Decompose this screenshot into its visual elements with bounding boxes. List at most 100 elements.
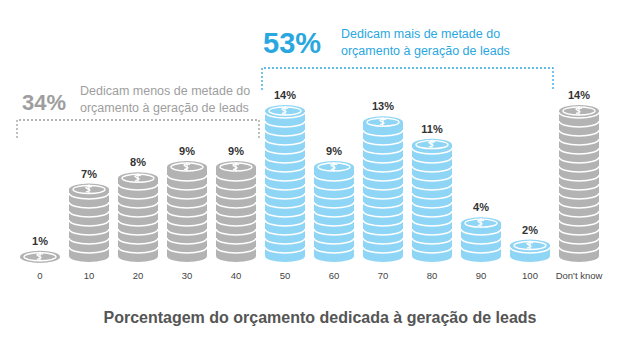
- coin-edge: [216, 193, 256, 199]
- dollar-icon: [233, 162, 239, 172]
- coin-edge: [167, 229, 207, 235]
- dollar-icon: [282, 106, 288, 116]
- coin-edge: [363, 247, 403, 253]
- coin-edge: [559, 148, 599, 154]
- coin-top: [265, 105, 305, 117]
- coin-edge: [265, 247, 305, 253]
- group-percent: 53%: [263, 27, 321, 59]
- stack-body: [265, 111, 305, 262]
- coin-edge: [118, 247, 158, 253]
- coin-edge: [363, 175, 403, 181]
- coin-edge: [314, 220, 354, 226]
- coin-rim: [367, 118, 399, 126]
- coin-edge: [69, 238, 109, 244]
- data-label: 8%: [130, 156, 146, 168]
- coin-edge: [216, 247, 256, 253]
- data-label: 14%: [274, 89, 296, 101]
- coin-stack: [167, 161, 207, 262]
- coin-edge: [216, 220, 256, 226]
- coin-edge: [216, 175, 256, 181]
- coin-edge: [314, 202, 354, 208]
- dollar-icon: [576, 106, 582, 116]
- chart-svg: 1%7%8%9%9%14%9%13%11%4%2%14%010203040506…: [0, 0, 641, 350]
- coin-edge: [314, 238, 354, 244]
- coin-edge: [265, 157, 305, 163]
- group-percent: 34%: [22, 90, 66, 115]
- stack-body: [412, 145, 452, 262]
- coin-edge: [559, 220, 599, 226]
- coin-edge: [559, 202, 599, 208]
- coin-edge: [363, 202, 403, 208]
- chart-title: Porcentagem do orçamento dedicada à gera…: [103, 309, 536, 326]
- chart-container: 1%7%8%9%9%14%9%13%11%4%2%14%010203040506…: [0, 0, 641, 350]
- stack-body: [216, 167, 256, 262]
- coin-top: [510, 240, 550, 252]
- coin-rim: [416, 141, 448, 149]
- coin-edge: [265, 184, 305, 190]
- coin-rim: [73, 186, 105, 194]
- coin-rim: [220, 163, 252, 171]
- coin-edge: [167, 247, 207, 253]
- coin-edge: [69, 229, 109, 235]
- coin-edge: [559, 175, 599, 181]
- x-tick-label: 100: [522, 270, 538, 281]
- data-label: 9%: [179, 145, 195, 157]
- coin-stack: [216, 161, 256, 262]
- coin-edge: [412, 202, 452, 208]
- coin-stack: [412, 139, 452, 262]
- data-label: 9%: [228, 145, 244, 157]
- coin-edge: [412, 157, 452, 163]
- coin-edge: [167, 184, 207, 190]
- coin-edge: [412, 220, 452, 226]
- group-bracket: [17, 120, 259, 138]
- data-label: 14%: [568, 89, 590, 101]
- coin-edge: [559, 211, 599, 217]
- dollar-icon: [429, 140, 435, 150]
- coin-edge: [265, 175, 305, 181]
- stack-body: [363, 122, 403, 262]
- coin-edge: [412, 184, 452, 190]
- coin-rim: [171, 163, 203, 171]
- stack-body: [69, 190, 109, 263]
- group-description: Dedicam mais de metade do: [341, 27, 500, 41]
- coin-rim: [514, 242, 546, 250]
- coin-edge: [314, 184, 354, 190]
- group-description: orçamento à geração de leads: [341, 44, 510, 58]
- coin-edge: [118, 184, 158, 190]
- coin-edge: [118, 211, 158, 217]
- stack-body: [118, 178, 158, 262]
- coin-stack: [510, 240, 550, 262]
- data-label: 11%: [421, 123, 443, 135]
- coin-edge: [167, 220, 207, 226]
- dollar-icon: [380, 117, 386, 127]
- coin-edge: [118, 202, 158, 208]
- coin-top: [20, 251, 60, 263]
- coin-edge: [265, 220, 305, 226]
- coin-edge: [216, 184, 256, 190]
- coin-edge: [118, 193, 158, 199]
- coin-stack: [265, 105, 305, 262]
- coin-edge: [216, 202, 256, 208]
- coin-edge: [216, 238, 256, 244]
- coin-edge: [363, 184, 403, 190]
- x-tick-label: 50: [280, 270, 291, 281]
- x-tick-label: 60: [329, 270, 340, 281]
- coin-edge: [167, 193, 207, 199]
- coin-edge: [559, 139, 599, 145]
- coin-rim: [465, 219, 497, 227]
- coin-edge: [314, 211, 354, 217]
- coin-edge: [118, 238, 158, 244]
- coin-top: [559, 105, 599, 117]
- coin-edge: [265, 139, 305, 145]
- coin-edge: [69, 202, 109, 208]
- coin-edge: [363, 238, 403, 244]
- coin-edge: [118, 229, 158, 235]
- coin-top: [118, 172, 158, 184]
- x-tick-label: 30: [182, 270, 193, 281]
- coin-edge: [265, 121, 305, 127]
- coin-stack: [69, 184, 109, 263]
- dollar-icon: [478, 218, 484, 228]
- coin-edge: [265, 229, 305, 235]
- coin-edge: [265, 166, 305, 172]
- coin-edge: [559, 121, 599, 127]
